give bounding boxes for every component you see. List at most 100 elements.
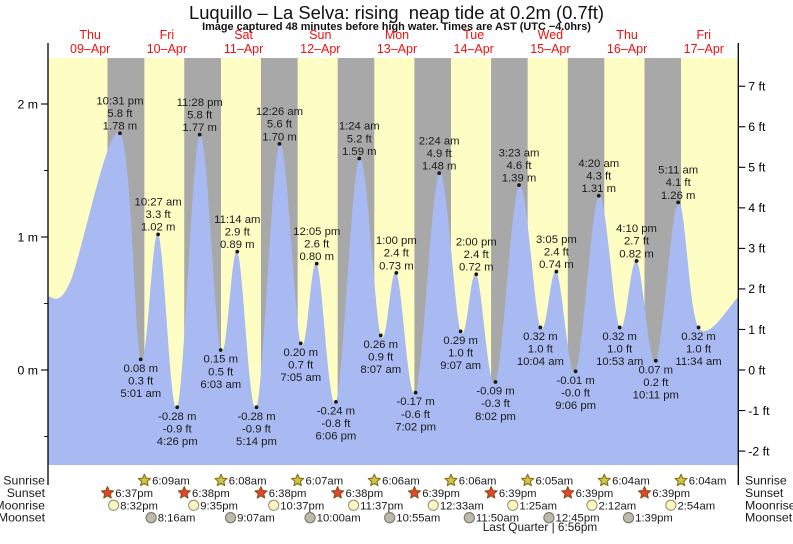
svg-text:0.29 m: 0.29 m [443,335,478,347]
svg-text:5:01 am: 5:01 am [120,388,161,400]
svg-text:-0.01 m: -0.01 m [556,375,594,387]
svg-text:10:37pm: 10:37pm [280,500,324,512]
svg-text:2:00 pm: 2:00 pm [456,236,497,248]
svg-text:1:00 pm: 1:00 pm [376,235,417,247]
svg-text:8:32pm: 8:32pm [120,500,158,512]
svg-text:10:55am: 10:55am [396,513,440,525]
svg-text:-0.6 ft: -0.6 ft [401,409,431,421]
svg-text:Mon: Mon [385,28,409,42]
svg-text:1.0 ft: 1.0 ft [607,344,633,356]
svg-text:9:06 pm: 9:06 pm [555,400,596,412]
svg-text:1.77 m: 1.77 m [182,122,217,134]
svg-text:-1 ft: -1 ft [748,404,770,418]
svg-text:10:27 am: 10:27 am [135,197,182,209]
svg-text:7:05 am: 7:05 am [280,372,321,384]
svg-text:6:38pm: 6:38pm [269,488,307,500]
svg-text:4.3 ft: 4.3 ft [586,171,612,183]
svg-text:Thu: Thu [616,28,638,42]
svg-text:2:54am: 2:54am [677,500,715,512]
svg-text:1.39 m: 1.39 m [502,173,537,185]
svg-text:1:24 am: 1:24 am [339,121,380,133]
svg-text:11:34 am: 11:34 am [675,356,721,368]
svg-text:5:11 am: 5:11 am [658,165,698,177]
svg-text:3:05 pm: 3:05 pm [536,234,577,246]
svg-text:Fri: Fri [697,28,712,42]
svg-text:0.32 m: 0.32 m [602,331,637,343]
svg-text:10:53 am: 10:53 am [596,356,643,368]
svg-text:16–Apr: 16–Apr [607,42,647,56]
svg-text:0.9 ft: 0.9 ft [368,352,394,364]
svg-text:1.0 ft: 1.0 ft [686,344,712,356]
svg-text:-0.28 m: -0.28 m [237,411,275,423]
svg-text:5.2 ft: 5.2 ft [347,133,373,145]
svg-text:0.08 m: 0.08 m [123,363,158,375]
svg-text:Sun: Sun [309,28,331,42]
svg-text:0.32 m: 0.32 m [523,331,558,343]
svg-text:10:11 pm: 10:11 pm [633,389,679,401]
svg-text:-0.9 ft: -0.9 ft [163,423,193,435]
svg-text:3:23 am: 3:23 am [499,147,540,159]
svg-text:6:37pm: 6:37pm [115,488,153,500]
svg-text:0 m: 0 m [18,363,39,377]
svg-text:5:14 pm: 5:14 pm [236,436,277,448]
svg-text:0.15 m: 0.15 m [203,354,238,366]
svg-text:6:39pm: 6:39pm [576,488,614,500]
svg-text:1:25am: 1:25am [519,500,557,512]
svg-text:11:14 am: 11:14 am [214,214,260,226]
svg-text:0.26 m: 0.26 m [363,339,398,351]
svg-text:2 ft: 2 ft [748,282,766,296]
svg-text:4:20 am: 4:20 am [578,158,619,170]
svg-text:10:04 am: 10:04 am [517,356,564,368]
svg-text:3 ft: 3 ft [748,242,766,256]
svg-text:6:08am: 6:08am [229,476,267,488]
svg-text:9:07am: 9:07am [237,513,275,525]
svg-text:6:04am: 6:04am [689,476,727,488]
svg-text:4:26 pm: 4:26 pm [157,436,198,448]
svg-text:Moonset: Moonset [745,511,793,525]
svg-text:6:38pm: 6:38pm [192,488,230,500]
svg-text:0.07 m: 0.07 m [639,364,674,376]
svg-text:-0.28 m: -0.28 m [158,411,196,423]
svg-text:1.31 m: 1.31 m [581,183,616,195]
svg-text:4.6 ft: 4.6 ft [506,160,532,172]
svg-text:2:12am: 2:12am [599,500,637,512]
svg-text:1.48 m: 1.48 m [422,161,457,173]
svg-text:0.3 ft: 0.3 ft [128,376,154,388]
svg-text:5.6 ft: 5.6 ft [267,119,293,131]
svg-text:12–Apr: 12–Apr [300,42,340,56]
svg-text:0.2 ft: 0.2 ft [643,377,669,389]
svg-text:15–Apr: 15–Apr [530,42,570,56]
svg-text:09–Apr: 09–Apr [70,42,110,56]
svg-text:0.7 ft: 0.7 ft [288,360,314,372]
svg-text:3.3 ft: 3.3 ft [146,209,172,221]
svg-text:1.26 m: 1.26 m [661,190,696,202]
svg-text:12:05 pm: 12:05 pm [293,226,340,238]
svg-text:-0.8 ft: -0.8 ft [321,418,351,430]
svg-text:1.02 m: 1.02 m [141,222,176,234]
svg-text:Sat: Sat [234,28,253,42]
svg-text:0 ft: 0 ft [748,363,766,377]
svg-text:7 ft: 7 ft [748,80,766,94]
svg-text:17–Apr: 17–Apr [684,42,724,56]
svg-text:6:39pm: 6:39pm [499,488,537,500]
svg-text:-2 ft: -2 ft [748,444,770,458]
svg-text:6:39pm: 6:39pm [422,488,460,500]
svg-text:Last Quarter | 6:56pm: Last Quarter | 6:56pm [483,520,598,534]
svg-text:1:39pm: 1:39pm [635,513,673,525]
svg-text:10:31 pm: 10:31 pm [96,95,143,107]
svg-text:12:26 am: 12:26 am [256,106,303,118]
svg-text:2.7 ft: 2.7 ft [624,236,650,248]
svg-text:0.89 m: 0.89 m [220,239,255,251]
svg-text:6 ft: 6 ft [748,120,766,134]
svg-text:10–Apr: 10–Apr [147,42,187,56]
svg-text:0.73 m: 0.73 m [379,260,414,272]
svg-text:0.80 m: 0.80 m [299,251,334,263]
svg-text:2.4 ft: 2.4 ft [544,246,570,258]
svg-text:Wed: Wed [538,28,564,42]
svg-text:-0.3 ft: -0.3 ft [481,398,511,410]
svg-text:0.72 m: 0.72 m [459,262,494,274]
svg-text:5 ft: 5 ft [748,161,766,175]
svg-text:6:06am: 6:06am [459,476,497,488]
svg-text:Tue: Tue [463,28,484,42]
svg-text:Thu: Thu [79,28,101,42]
